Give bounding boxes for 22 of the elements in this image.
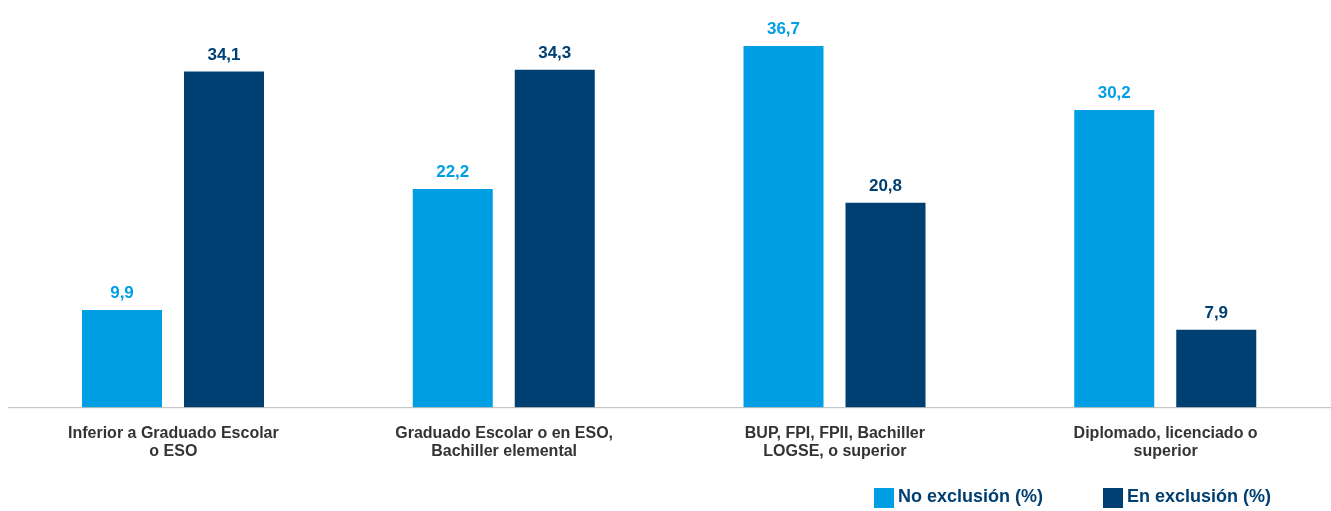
data-label: 36,7 (766, 19, 801, 38)
bar (1176, 329, 1257, 408)
x-tick-label: BUP, FPI, FPII, Bachiller LOGSE, o superior (744, 423, 925, 459)
bar (82, 310, 162, 408)
data-label: 9,9 (110, 283, 134, 303)
data-label: 34,3 (538, 42, 572, 62)
bar (1074, 110, 1155, 408)
bar (514, 69, 595, 408)
legend-label: En exclusión (%) (1126, 485, 1271, 506)
data-label: 22,2 (436, 161, 470, 181)
bar (845, 202, 926, 408)
x-tick-label: Inferior a Graduado Escolar o ESO (68, 423, 279, 459)
x-tick-label: Graduado Escolar o en ESO, Bachiller elemental (395, 423, 614, 459)
bar (184, 71, 264, 408)
data-label: 7,9 (1204, 302, 1229, 322)
data-label: 34,1 (207, 44, 241, 64)
x-tick-label: Diplomado, licenciado o superior (1073, 423, 1258, 459)
bar (412, 188, 493, 408)
data-label: 30,2 (1097, 83, 1131, 103)
legend-label: No exclusión (%) (897, 485, 1043, 506)
data-label: 20,8 (868, 175, 903, 195)
bar (743, 46, 824, 408)
